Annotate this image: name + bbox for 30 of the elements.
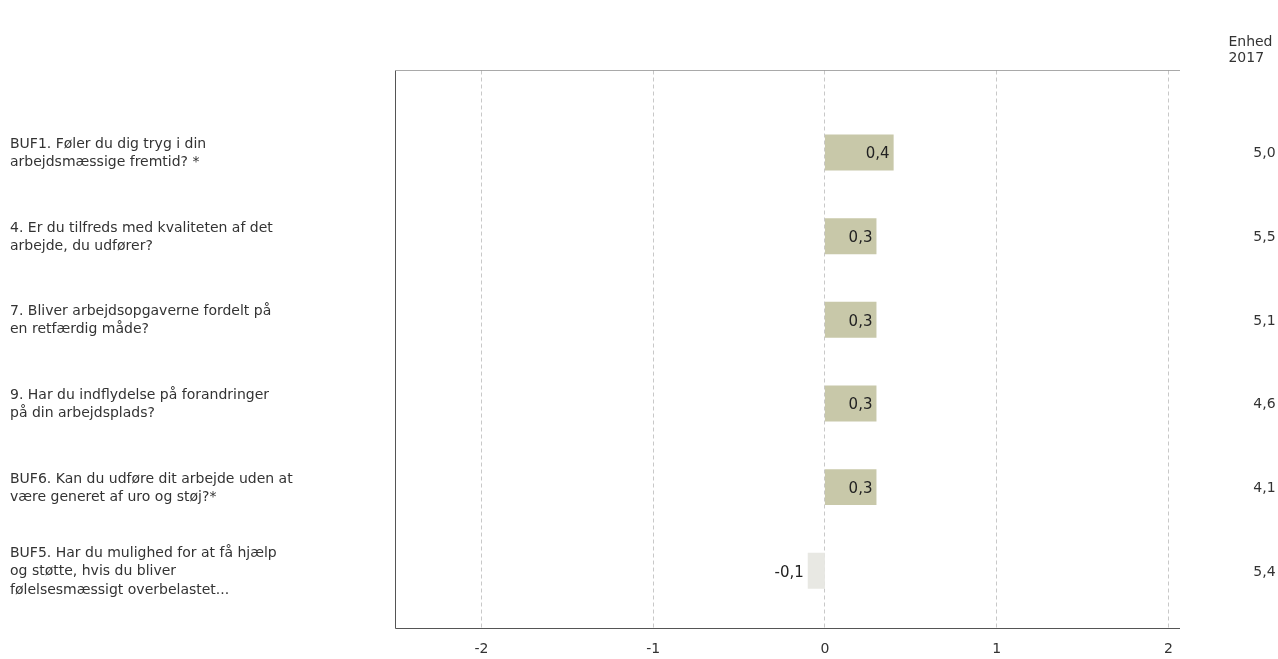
bar bbox=[824, 218, 877, 255]
y-tick-label: BUF1. Føler du dig tryg i din arbejdsmæssige fremtid? * bbox=[10, 133, 207, 171]
text: 5,0 bbox=[1253, 144, 1276, 161]
y-tick-label: 7. Bliver arbejdsopgaverne fordelt på en retfærdig måde? bbox=[10, 301, 272, 338]
text: 5,4 bbox=[1253, 562, 1276, 579]
bar bbox=[824, 134, 894, 171]
data-label: -0,1 bbox=[774, 562, 804, 581]
bar bbox=[824, 301, 877, 338]
bar bbox=[807, 552, 825, 589]
y-tick-label: BUF5. Har du mulighed for at få hjælp og støtte, hvis du bliver følelsesmæssigt overbelastet... bbox=[10, 543, 277, 598]
data-label: 0,4 bbox=[865, 144, 890, 163]
x-tick-label: -2 bbox=[474, 639, 489, 656]
x-tick-label: 1 bbox=[992, 639, 1002, 656]
text: 5,1 bbox=[1253, 311, 1276, 328]
text: 4,1 bbox=[1253, 479, 1276, 496]
x-tick-label: -1 bbox=[646, 639, 661, 656]
text: Enhed 2017 bbox=[1228, 32, 1273, 65]
bar bbox=[824, 385, 877, 422]
y-tick-label: 4. Er du tilfreds med kvaliteten af det arbejde, du udfører? bbox=[10, 217, 273, 254]
x-tick-label: 2 bbox=[1164, 639, 1173, 656]
data-label: 0,3 bbox=[848, 228, 873, 247]
data-label: 0,3 bbox=[848, 395, 873, 414]
data-label: 0,3 bbox=[848, 479, 873, 498]
bar bbox=[824, 469, 877, 506]
text: 4,6 bbox=[1253, 395, 1276, 412]
text: 5,5 bbox=[1253, 228, 1276, 245]
y-tick-label: BUF6. Kan du udføre dit arbejde uden at være generet af uro og støj?* bbox=[10, 468, 293, 505]
data-label: 0,3 bbox=[848, 311, 873, 330]
x-tick-label: 0 bbox=[820, 639, 830, 656]
y-tick-label: 9. Har du indflydelse på forandringer på din arbejdsplads? bbox=[10, 384, 270, 422]
